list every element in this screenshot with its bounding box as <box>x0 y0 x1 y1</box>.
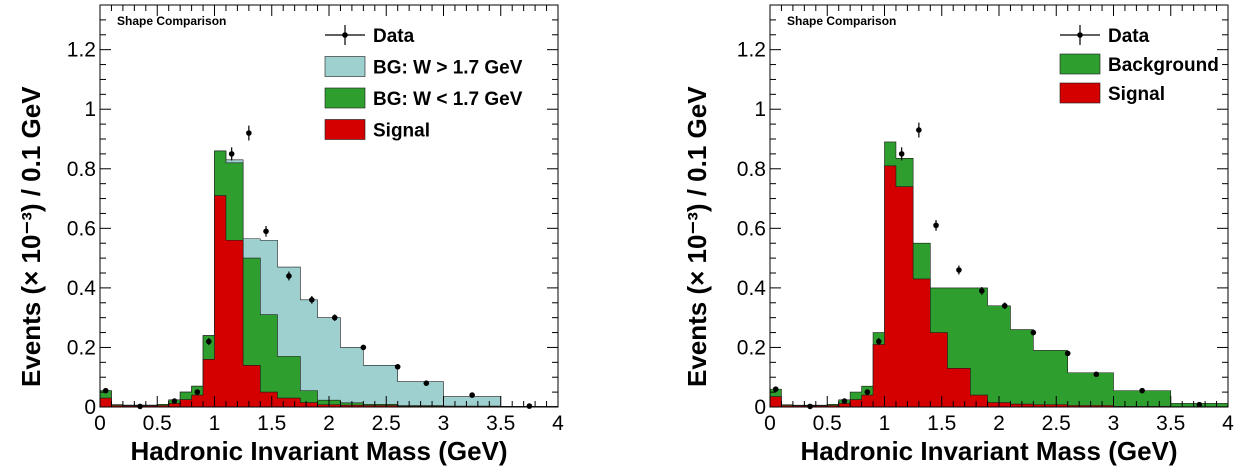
data-point <box>864 389 871 395</box>
x-tick-label: 4 <box>552 412 564 435</box>
data-point <box>286 273 292 279</box>
data-point <box>1064 350 1071 357</box>
y-tick-label: 0 <box>84 396 96 419</box>
legend-label: Data <box>1108 26 1150 47</box>
data-point <box>205 338 212 345</box>
legend-label: Background <box>1108 55 1219 76</box>
x-tick-label: 2.5 <box>372 412 401 435</box>
y-tick-label: 1 <box>84 98 96 121</box>
x-tick-label: 3 <box>1108 412 1120 435</box>
data-point <box>309 297 315 303</box>
data-point <box>526 403 533 409</box>
data-point <box>1196 401 1203 408</box>
data-point <box>1030 329 1037 336</box>
y-tick-label: 0 <box>754 396 766 419</box>
histogram-bg-w-1-7-gev <box>99 150 559 408</box>
chart-panel-1: 0 0.5 1 1.5 2 2.5 3 3.5 4 0 0.2 0.4 0.6 0.8 1 1.2 Hadron… <box>16 4 564 466</box>
y-tick-label: 0.6 <box>67 217 96 240</box>
y-tick-label: 1 <box>754 98 766 121</box>
legend-label: Signal <box>373 121 430 142</box>
x-tick-label: 1 <box>209 412 221 435</box>
y-tick-label: 0.2 <box>67 336 96 359</box>
data-point <box>898 151 905 157</box>
chart-panel-2: 0 0.5 1 1.5 2 2.5 3 3.5 4 0 0.2 0.4 0.6 0.8 1 1.2 Hadron… <box>682 4 1234 466</box>
x-axis-label: Hadronic Invariant Mass (GeV) <box>800 436 1177 466</box>
data-point <box>137 403 143 410</box>
legend: Data Background Signal <box>1059 25 1219 105</box>
y-tick-label: 0.8 <box>67 158 96 181</box>
y-tick-label: 0.8 <box>737 158 766 181</box>
data-point <box>979 288 985 294</box>
histogram-background <box>769 141 1229 408</box>
chart-title: Shape Comparison <box>787 14 896 28</box>
data-point <box>1001 302 1008 309</box>
y-tick-label: 0.4 <box>737 277 767 300</box>
data-point <box>360 344 367 351</box>
x-tick-label: 2.5 <box>1042 412 1071 435</box>
legend-label: Signal <box>1108 84 1165 105</box>
x-tick-label: 2 <box>993 412 1005 435</box>
legend-swatch <box>1059 82 1101 104</box>
data-point <box>933 222 939 229</box>
data-point <box>916 127 922 133</box>
data-point <box>1093 371 1100 378</box>
y-tick-label: 1.2 <box>67 39 96 62</box>
x-tick-label: 1 <box>879 412 891 435</box>
legend-swatch <box>1059 53 1101 75</box>
x-tick-label: 4 <box>1222 412 1234 435</box>
x-tick-label: 0 <box>764 412 776 435</box>
data-point <box>194 389 201 395</box>
data-point <box>841 398 848 404</box>
data-point <box>246 130 252 136</box>
data-point <box>171 398 178 404</box>
x-tick-label: 0.5 <box>143 412 172 435</box>
data-point <box>331 314 338 321</box>
y-axis-label: Events (× 10⁻³) / 0.1 GeV <box>682 86 712 387</box>
data-point <box>423 380 430 386</box>
x-axis-label: Hadronic Invariant Mass (GeV) <box>130 436 507 466</box>
x-tick-label: 0.5 <box>813 412 842 435</box>
legend-data-marker <box>342 32 348 38</box>
data-point <box>469 392 475 398</box>
legend-swatch <box>324 87 366 109</box>
data-point <box>1139 387 1145 394</box>
legend: Data BG: W > 1.7 GeV BG: W < 1.7 GeV Signal <box>324 25 523 142</box>
x-tick-label: 1.5 <box>927 412 956 435</box>
data-point <box>394 364 401 370</box>
data-point <box>875 338 882 345</box>
data-point <box>772 386 779 392</box>
legend-swatch <box>324 119 366 140</box>
x-tick-label: 2 <box>323 412 335 435</box>
x-tick-label: 3.5 <box>1156 412 1185 435</box>
legend-label: Data <box>373 26 415 47</box>
x-tick-label: 3 <box>438 412 450 435</box>
data-point <box>807 403 813 410</box>
legend-label: BG: W < 1.7 GeV <box>373 89 523 110</box>
data-point <box>956 267 962 273</box>
legend-label: BG: W > 1.7 GeV <box>373 58 523 79</box>
y-axis-label: Events (× 10⁻³) / 0.1 GeV <box>16 86 46 387</box>
x-tick-label: 0 <box>94 412 106 435</box>
chart-title: Shape Comparison <box>117 14 226 28</box>
x-tick-label: 3.5 <box>486 412 515 435</box>
data-point <box>228 151 235 157</box>
y-tick-label: 0.6 <box>737 217 766 240</box>
x-tick-label: 1.5 <box>257 412 286 435</box>
legend-swatch <box>324 56 366 77</box>
data-point <box>263 228 269 235</box>
y-tick-label: 0.2 <box>737 336 766 359</box>
y-tick-label: 1.2 <box>737 39 766 62</box>
y-tick-label: 0.4 <box>67 277 97 300</box>
legend-data-marker <box>1077 32 1083 38</box>
